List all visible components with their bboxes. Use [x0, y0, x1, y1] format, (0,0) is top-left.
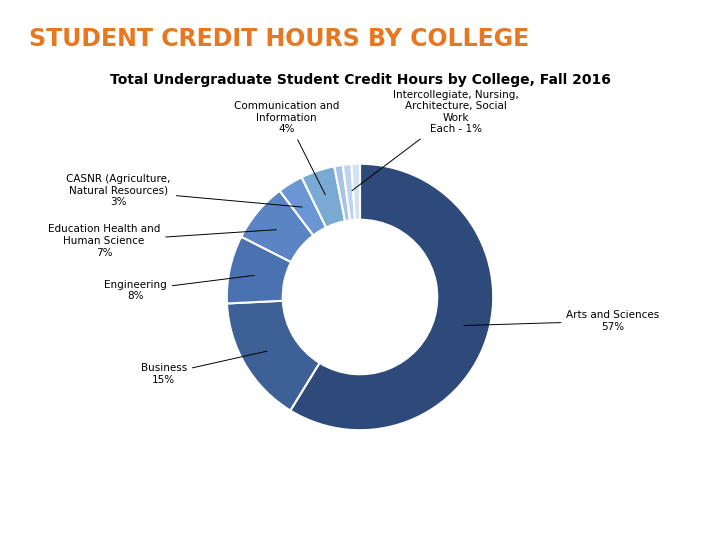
- Text: STUDENT CREDIT HOURS BY COLLEGE: STUDENT CREDIT HOURS BY COLLEGE: [29, 27, 529, 51]
- Wedge shape: [302, 166, 345, 227]
- Text: Communication and
Information
4%: Communication and Information 4%: [234, 102, 339, 195]
- Wedge shape: [227, 301, 320, 410]
- Text: DRAFT ONLY – NOT FOR DISTRIBUTION: DRAFT ONLY – NOT FOR DISTRIBUTION: [13, 518, 179, 527]
- Wedge shape: [351, 164, 360, 220]
- Text: Intercollegiate, Nursing,
Architecture, Social
Work
Each - 1%: Intercollegiate, Nursing, Architecture, …: [352, 90, 519, 191]
- Wedge shape: [334, 165, 350, 221]
- Text: CASNR (Agriculture,
Natural Resources)
3%: CASNR (Agriculture, Natural Resources) 3…: [66, 174, 302, 207]
- Text: Engineering
8%: Engineering 8%: [104, 275, 254, 301]
- Text: Business
15%: Business 15%: [140, 351, 266, 385]
- Text: Total Undergraduate Student Credit Hours by College, Fall 2016: Total Undergraduate Student Credit Hours…: [109, 73, 611, 87]
- Wedge shape: [227, 237, 291, 303]
- Text: 7: 7: [356, 516, 364, 529]
- Wedge shape: [241, 191, 313, 262]
- Wedge shape: [343, 164, 355, 220]
- Wedge shape: [279, 177, 326, 235]
- Text: Education Health and
Human Science
7%: Education Health and Human Science 7%: [48, 225, 276, 258]
- Wedge shape: [290, 164, 493, 430]
- Text: Arts and Sciences
57%: Arts and Sciences 57%: [464, 310, 660, 332]
